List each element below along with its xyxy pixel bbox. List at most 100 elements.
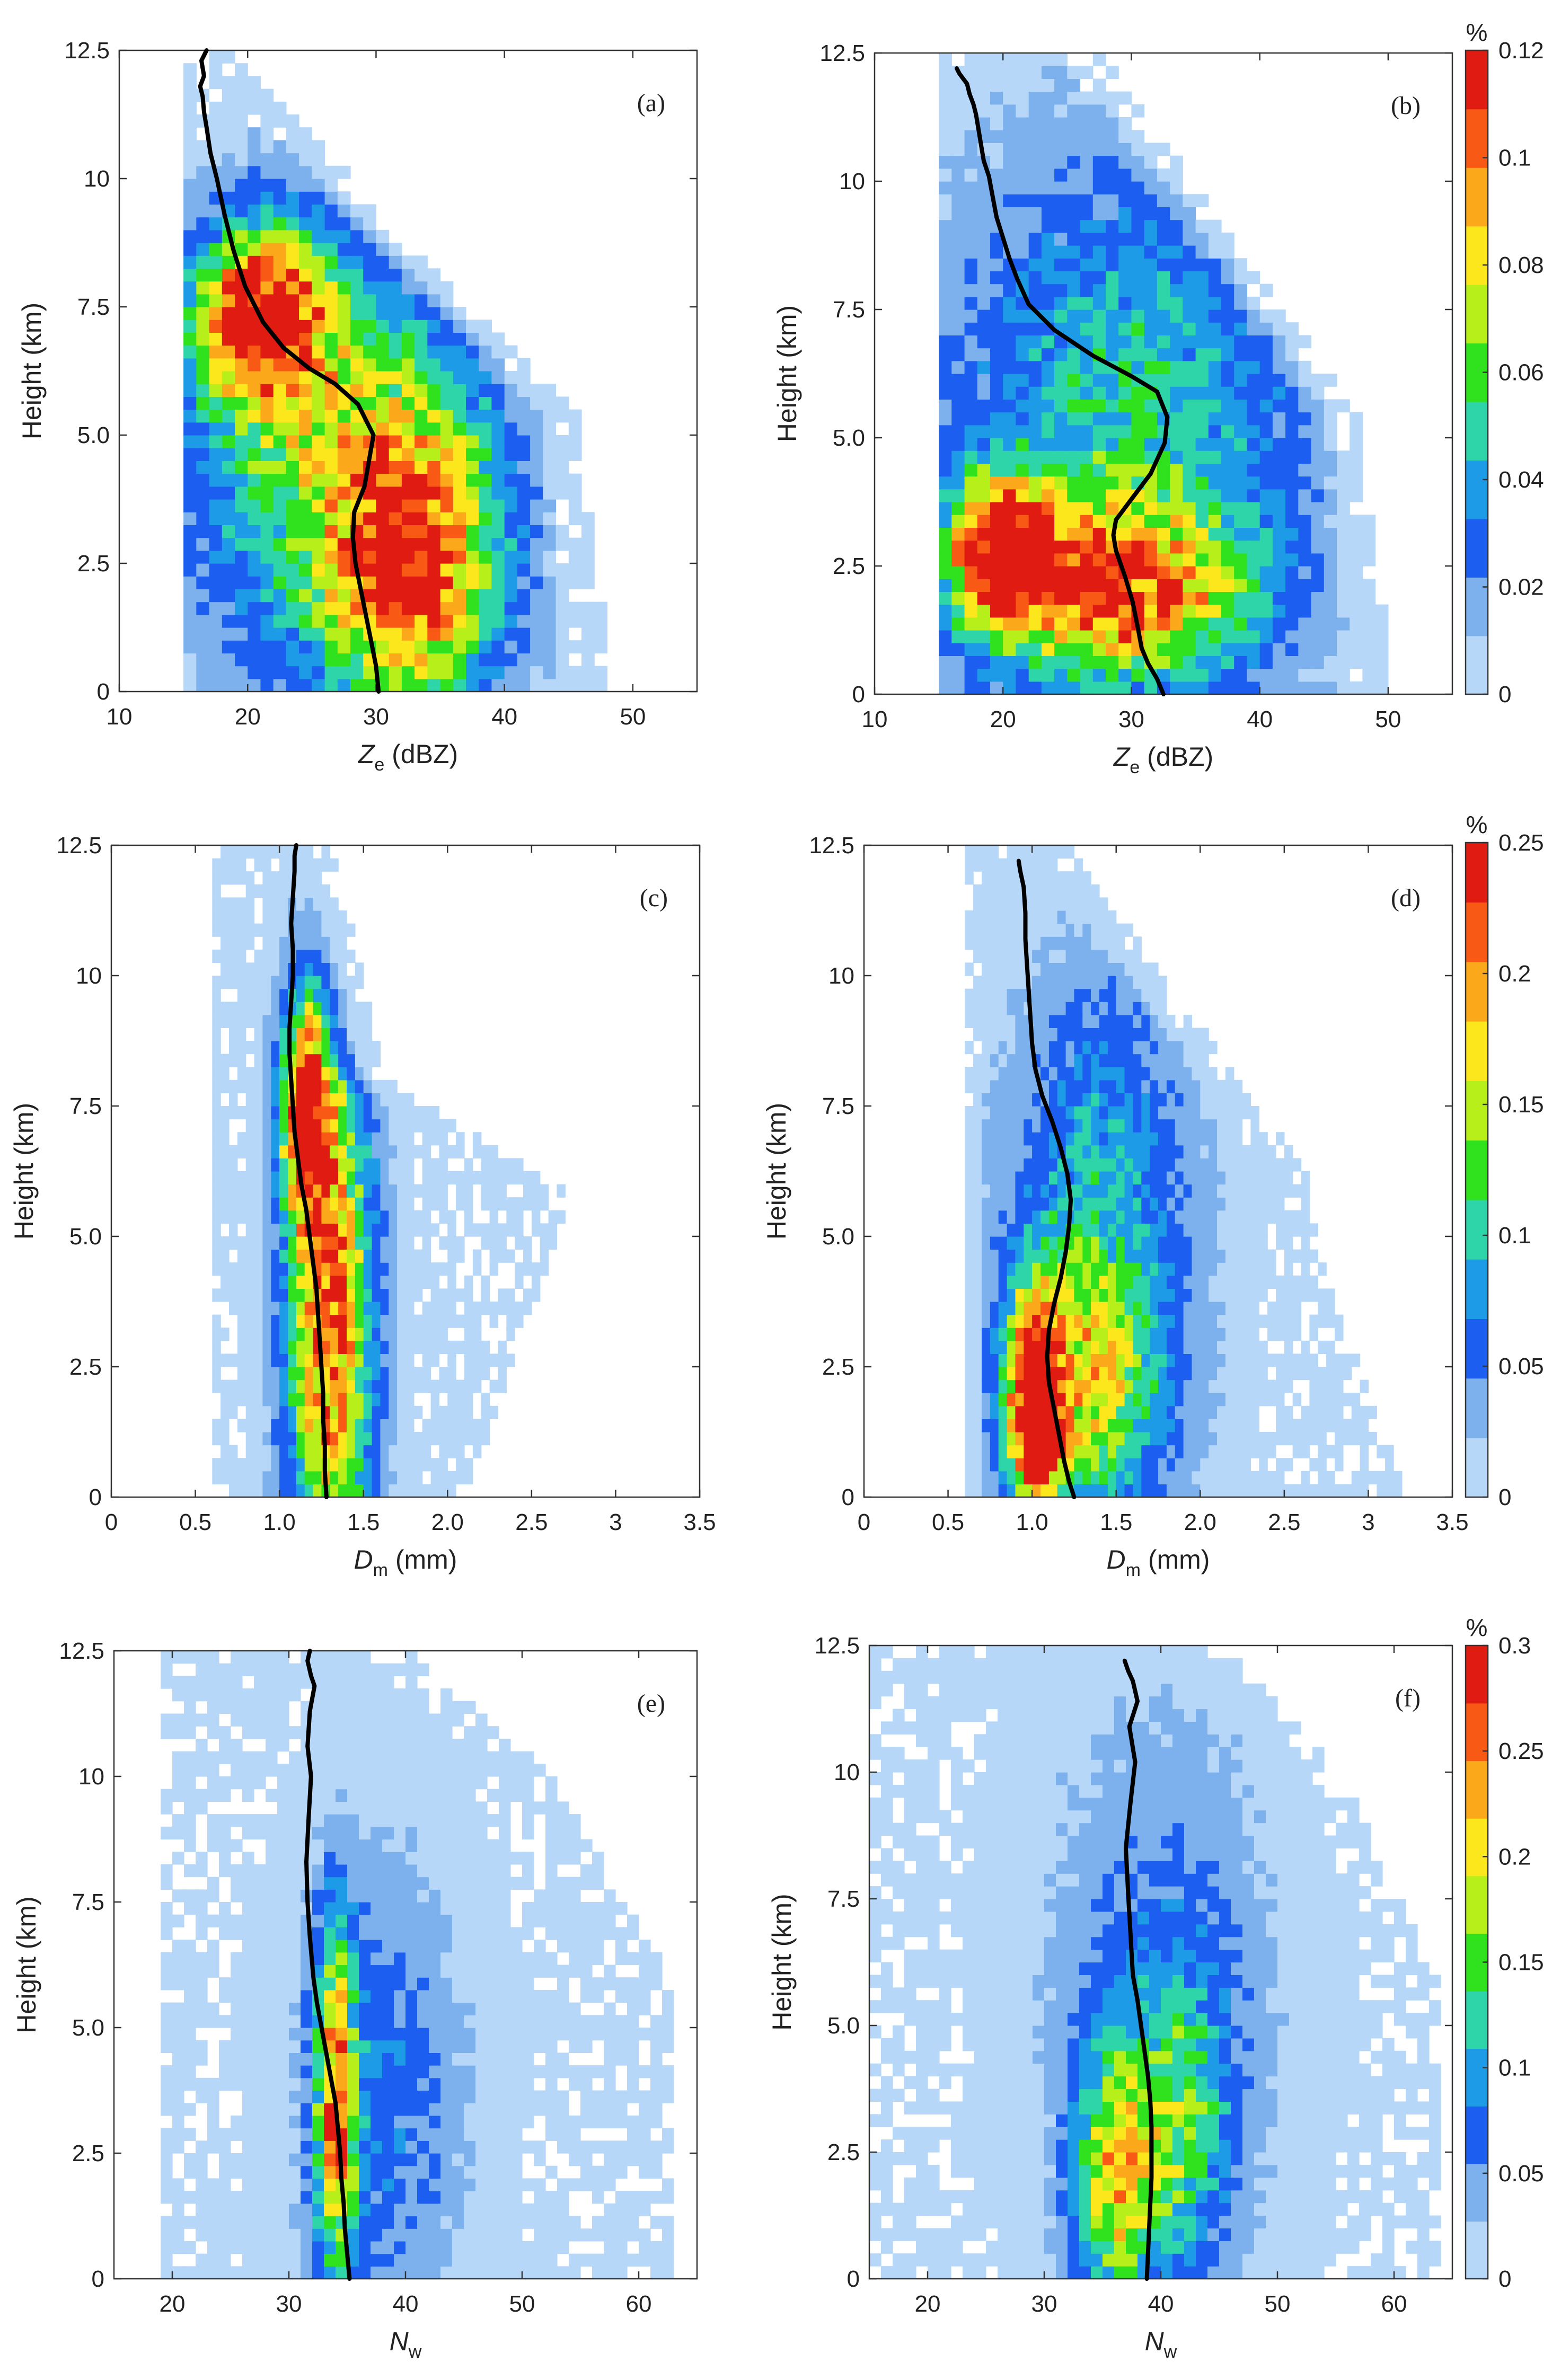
heatmap-cell xyxy=(363,1145,373,1158)
heatmap-cell xyxy=(337,165,351,179)
heatmap-cell xyxy=(1106,438,1119,451)
heatmap-cell xyxy=(1133,1419,1142,1432)
heatmap-cell xyxy=(939,604,952,618)
x-axis-label-symbol: D xyxy=(354,1545,373,1574)
heatmap-cell xyxy=(447,1445,456,1458)
heatmap-b xyxy=(939,53,1389,695)
heatmap-cell xyxy=(389,1328,398,1341)
heatmap-cell xyxy=(1324,399,1337,413)
heatmap-cell xyxy=(1016,515,1029,528)
heatmap-cell xyxy=(1032,1405,1041,1419)
heatmap-cell xyxy=(304,1002,314,1015)
heatmap-cell xyxy=(1099,1236,1108,1250)
heatmap-cell xyxy=(1157,463,1170,477)
heatmap-cell xyxy=(466,627,479,641)
heatmap-cell xyxy=(1028,219,1042,233)
heatmap-cell xyxy=(304,1445,314,1458)
heatmap-cell xyxy=(330,897,339,911)
heatmap-cell xyxy=(1003,91,1016,105)
heatmap-cell xyxy=(222,512,235,525)
heatmap-cell xyxy=(313,1132,322,1146)
heatmap-cell xyxy=(1041,566,1055,579)
heatmap-cell xyxy=(1217,1197,1226,1211)
heatmap-cell xyxy=(447,1119,456,1133)
heatmap-cell xyxy=(447,1393,456,1406)
heatmap-cell xyxy=(330,1288,339,1302)
heatmap-cell xyxy=(1015,1302,1024,1315)
heatmap-cell xyxy=(1166,1367,1176,1381)
heatmap-cell xyxy=(1242,1314,1251,1328)
heatmap-cell xyxy=(1054,117,1068,130)
heatmap-cell xyxy=(1267,1314,1276,1328)
heatmap-cell xyxy=(254,884,263,898)
heatmap-cell xyxy=(1107,1353,1117,1367)
heatmap-cell xyxy=(355,976,364,989)
heatmap-cell xyxy=(1118,232,1132,246)
heatmap-cell xyxy=(951,207,965,220)
heatmap-cell xyxy=(1116,1328,1125,1341)
heatmap-cell xyxy=(1003,656,1016,669)
heatmap-cell xyxy=(235,435,248,448)
heatmap-cell xyxy=(1234,424,1247,438)
heatmap-cell xyxy=(237,897,246,911)
heatmap-cell xyxy=(271,1119,280,1133)
heatmap-cell xyxy=(221,1249,230,1263)
heatmap-cell xyxy=(1057,1353,1066,1367)
heatmap-cell xyxy=(271,1328,280,1341)
heatmap-cell xyxy=(1131,155,1145,169)
heatmap-cell xyxy=(183,512,197,525)
heatmap-cell xyxy=(324,640,338,653)
heatmap-cell xyxy=(350,448,364,461)
heatmap-cell xyxy=(235,114,248,128)
heatmap-cell xyxy=(1233,1405,1243,1419)
heatmap-cell xyxy=(1309,1367,1318,1381)
heatmap-cell xyxy=(363,1458,373,1472)
heatmap-cell xyxy=(1195,424,1209,438)
heatmap-cell xyxy=(1040,1262,1050,1276)
heatmap-cell xyxy=(1192,1367,1201,1381)
heatmap-cell xyxy=(479,473,492,487)
heatmap-cell xyxy=(1048,1262,1058,1276)
heatmap-cell xyxy=(380,1419,389,1432)
heatmap-cell xyxy=(1131,335,1145,349)
heatmap-cell xyxy=(427,666,441,679)
heatmap-cell xyxy=(1092,284,1106,297)
heatmap-cell xyxy=(965,1393,974,1406)
heatmap-cell xyxy=(1221,502,1234,515)
heatmap-cell xyxy=(1298,335,1312,349)
heatmap-cell xyxy=(1065,1288,1075,1302)
heatmap-cell xyxy=(337,217,351,231)
heatmap-cell xyxy=(430,1288,440,1302)
heatmap-cell xyxy=(397,1288,406,1302)
heatmap-cell xyxy=(440,589,454,603)
heatmap-cell xyxy=(1166,1223,1176,1237)
heatmap-cell xyxy=(1024,1302,1033,1315)
heatmap-cell xyxy=(1285,617,1299,631)
heatmap-cell xyxy=(235,294,248,307)
heatmap-cell xyxy=(1301,1275,1310,1289)
heatmap-cell xyxy=(964,309,978,323)
heatmap-cell xyxy=(479,461,492,474)
heatmap-cell xyxy=(363,1445,373,1458)
heatmap-cell xyxy=(1272,476,1286,490)
heatmap-cell xyxy=(466,435,479,448)
heatmap-cell xyxy=(1116,1353,1125,1367)
heatmap-cell xyxy=(517,550,531,564)
heatmap-cell xyxy=(1158,1197,1167,1211)
heatmap-cell xyxy=(447,1367,456,1381)
y-tick-label: 7.5 xyxy=(833,297,865,323)
heatmap-cell xyxy=(1133,1236,1142,1250)
heatmap-cell xyxy=(183,165,197,179)
heatmap-cell xyxy=(212,1262,221,1276)
heatmap-cell xyxy=(1007,1471,1016,1484)
heatmap-cell xyxy=(415,512,428,525)
heatmap-cell xyxy=(973,1471,982,1484)
heatmap-cell xyxy=(1067,360,1081,374)
heatmap-cell xyxy=(415,281,428,295)
heatmap-cell xyxy=(273,153,287,166)
heatmap-cell xyxy=(1048,1184,1058,1198)
heatmap-cell xyxy=(517,499,531,512)
heatmap-cell xyxy=(1067,104,1081,118)
heatmap-cell xyxy=(1324,438,1337,451)
heatmap-cell xyxy=(415,384,428,397)
